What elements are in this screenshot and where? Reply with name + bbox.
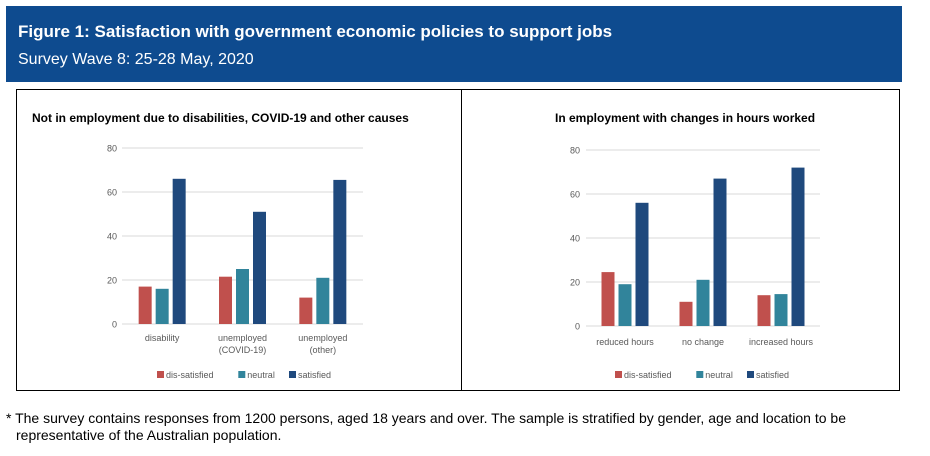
bar-satisfied-unemployed-other	[333, 179, 347, 324]
y-tick-label: 40	[570, 234, 580, 244]
panel-divider	[461, 90, 462, 390]
chart-in-employment: In employment with changes in hours work…	[555, 111, 820, 380]
x-category-label: unemployed	[218, 333, 267, 343]
y-tick-label: 0	[575, 322, 580, 332]
legend-label-satisfied: satisfied	[756, 370, 789, 380]
chart-title: In employment with changes in hours work…	[555, 111, 815, 125]
bar-dis-satisfied-unemployed-other	[299, 297, 313, 324]
chart-not-in-employment: Not in employment due to disabilities, C…	[32, 111, 409, 380]
footnote-line-1: * The survey contains responses from 120…	[6, 410, 846, 426]
bar-neutral-unemployed-covid-19	[236, 269, 249, 324]
chart-title: Not in employment due to disabilities, C…	[32, 111, 409, 125]
bar-neutral-no-change	[696, 279, 710, 326]
legend-label-neutral: neutral	[705, 370, 733, 380]
legend-swatch-neutral	[696, 371, 704, 378]
y-tick-label: 20	[107, 276, 117, 286]
footnote: * The survey contains responses from 120…	[6, 410, 916, 444]
legend-swatch-dis-satisfied	[157, 371, 164, 378]
legend-swatch-satisfied	[747, 371, 754, 378]
bar-dis-satisfied-reduced-hours	[601, 272, 615, 326]
bar-satisfied-unemployed-covid-19	[253, 211, 266, 324]
legend-swatch-satisfied	[289, 371, 296, 378]
bar-dis-satisfied-unemployed-covid-19	[219, 276, 232, 324]
y-tick-label: 60	[107, 188, 117, 198]
bar-satisfied-disability	[172, 178, 186, 324]
y-tick-label: 20	[570, 278, 580, 288]
x-category-label: increased hours	[749, 337, 814, 347]
figure-subtitle: Survey Wave 8: 25-28 May, 2020	[18, 51, 254, 68]
x-category-label: disability	[145, 333, 180, 343]
footnote-line-2: representative of the Australian populat…	[16, 427, 282, 443]
x-category-label: no change	[682, 337, 724, 347]
bar-satisfied-increased-hours	[791, 167, 805, 326]
bar-neutral-reduced-hours	[618, 284, 632, 326]
x-category-label: (COVID-19)	[219, 345, 267, 355]
bar-neutral-disability	[155, 288, 169, 324]
bar-neutral-increased-hours	[774, 294, 788, 326]
figure-header: Figure 1: Satisfaction with government e…	[6, 6, 902, 82]
bar-dis-satisfied-disability	[138, 286, 152, 324]
y-tick-label: 60	[570, 190, 580, 200]
legend-swatch-dis-satisfied	[615, 371, 622, 378]
legend-label-dis-satisfied: dis-satisfied	[166, 370, 214, 380]
legend-label-neutral: neutral	[247, 370, 275, 380]
y-tick-label: 0	[112, 320, 117, 330]
y-tick-label: 40	[107, 232, 117, 242]
x-category-label: unemployed	[298, 333, 347, 343]
x-category-label: (other)	[310, 345, 337, 355]
x-category-label: reduced hours	[596, 337, 654, 347]
figure-title: Figure 1: Satisfaction with government e…	[18, 22, 613, 41]
bar-dis-satisfied-no-change	[679, 301, 693, 326]
chart-panels: Not in employment due to disabilities, C…	[16, 89, 900, 391]
y-tick-label: 80	[107, 144, 117, 154]
bar-satisfied-no-change	[713, 178, 727, 326]
legend-label-dis-satisfied: dis-satisfied	[624, 370, 672, 380]
legend-swatch-neutral	[238, 371, 246, 378]
bar-satisfied-reduced-hours	[635, 202, 649, 326]
bar-dis-satisfied-increased-hours	[757, 295, 771, 326]
bar-neutral-unemployed-other	[316, 277, 330, 324]
y-tick-label: 80	[570, 146, 580, 156]
legend-label-satisfied: satisfied	[298, 370, 331, 380]
